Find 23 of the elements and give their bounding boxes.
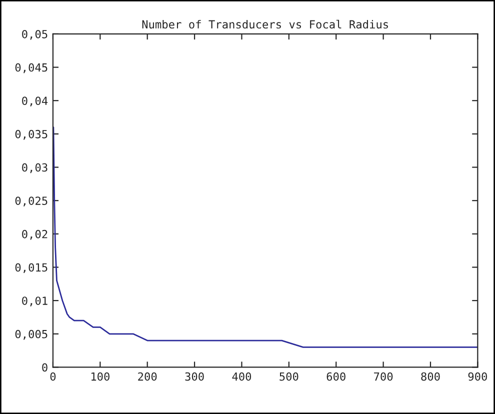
x-tick-label: 700 — [374, 372, 393, 381]
y-tick-label: 0,035 — [15, 130, 48, 140]
y-tick-label: 0,025 — [15, 196, 48, 206]
y-tick-label: 0,005 — [15, 330, 48, 340]
y-tick-label: 0,03 — [22, 163, 48, 174]
line-series — [52, 126, 478, 348]
chart-title: Number of Transducers vs Focal Radius — [142, 20, 388, 29]
x-tick-label: 100 — [91, 372, 110, 381]
x-tick-label: 600 — [326, 372, 346, 381]
y-tick-label: 0,045 — [15, 63, 48, 74]
x-tick-label: 200 — [138, 372, 157, 381]
x-tick-label: 300 — [185, 372, 204, 381]
y-tick-label: 0,015 — [15, 263, 48, 274]
x-tick-label: 400 — [232, 372, 252, 381]
y-tick-label: 0,02 — [22, 230, 48, 240]
x-tick-label: 800 — [421, 372, 440, 381]
y-tick-label: 0,01 — [22, 296, 48, 306]
y-tick-label: 0 — [42, 363, 48, 372]
x-tick-label: 900 — [468, 372, 487, 381]
y-tick-label: 0,04 — [22, 96, 48, 106]
x-tick-label: 0 — [50, 372, 56, 381]
x-tick-label: 500 — [280, 372, 298, 381]
y-tick-label: 0,05 — [22, 30, 48, 40]
